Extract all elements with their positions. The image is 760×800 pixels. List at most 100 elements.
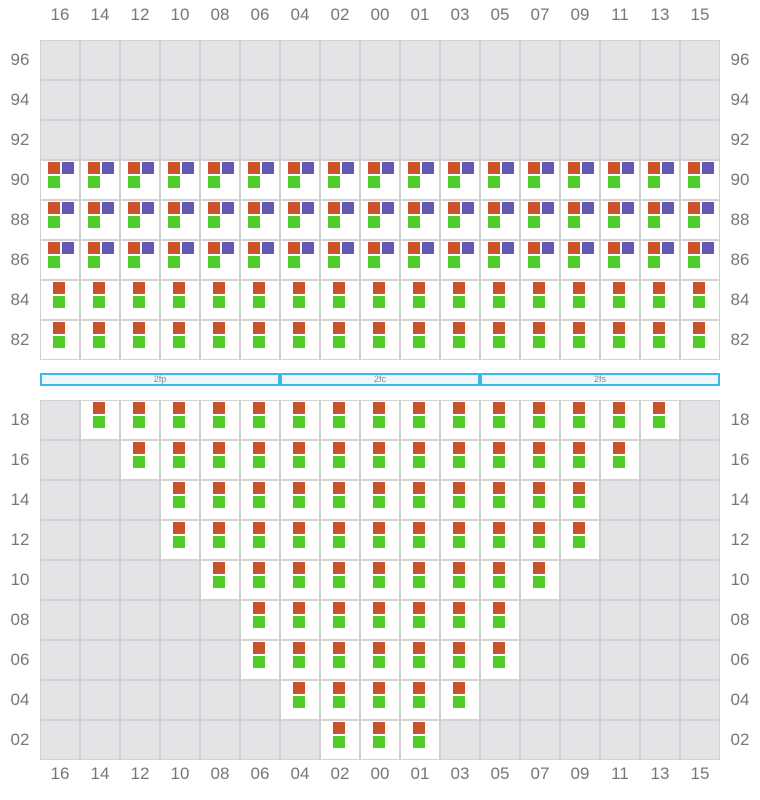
slot[interactable] <box>80 160 120 200</box>
slot[interactable] <box>280 400 320 440</box>
slot[interactable] <box>120 400 160 440</box>
slot[interactable] <box>520 200 560 240</box>
slot[interactable] <box>480 600 520 640</box>
slot[interactable] <box>240 160 280 200</box>
slot[interactable] <box>680 200 720 240</box>
slot[interactable] <box>520 160 560 200</box>
slot[interactable] <box>440 400 480 440</box>
slot[interactable] <box>480 240 520 280</box>
slot[interactable] <box>160 240 200 280</box>
slot[interactable] <box>240 640 280 680</box>
slot[interactable] <box>320 200 360 240</box>
slot[interactable] <box>320 640 360 680</box>
slot[interactable] <box>560 320 600 360</box>
slot[interactable] <box>560 400 600 440</box>
slot[interactable] <box>320 560 360 600</box>
slot[interactable] <box>240 240 280 280</box>
slot[interactable] <box>400 160 440 200</box>
slot[interactable] <box>200 480 240 520</box>
slot[interactable] <box>440 280 480 320</box>
slot[interactable] <box>320 240 360 280</box>
slot[interactable] <box>80 320 120 360</box>
slot[interactable] <box>680 160 720 200</box>
slot[interactable] <box>360 440 400 480</box>
slot[interactable] <box>320 600 360 640</box>
slot[interactable] <box>440 200 480 240</box>
slot[interactable] <box>480 440 520 480</box>
slot[interactable] <box>280 560 320 600</box>
slot[interactable] <box>560 480 600 520</box>
slot[interactable] <box>600 320 640 360</box>
slot[interactable] <box>400 480 440 520</box>
slot[interactable] <box>480 160 520 200</box>
slot[interactable] <box>600 400 640 440</box>
slot[interactable] <box>160 320 200 360</box>
slot[interactable] <box>440 480 480 520</box>
slot[interactable] <box>480 400 520 440</box>
slot[interactable] <box>80 200 120 240</box>
slot[interactable] <box>280 320 320 360</box>
slot[interactable] <box>360 640 400 680</box>
slot[interactable] <box>200 240 240 280</box>
slot[interactable] <box>680 240 720 280</box>
slot[interactable] <box>320 160 360 200</box>
slot[interactable] <box>120 320 160 360</box>
slot[interactable] <box>400 600 440 640</box>
slot[interactable] <box>200 280 240 320</box>
slot[interactable] <box>400 640 440 680</box>
slot[interactable] <box>440 520 480 560</box>
slot[interactable] <box>280 280 320 320</box>
slot[interactable] <box>640 280 680 320</box>
slot[interactable] <box>120 440 160 480</box>
slot[interactable] <box>40 200 80 240</box>
slot[interactable] <box>640 400 680 440</box>
slot[interactable] <box>440 240 480 280</box>
slot[interactable] <box>80 400 120 440</box>
slot[interactable] <box>360 480 400 520</box>
slot[interactable] <box>400 400 440 440</box>
slot[interactable] <box>560 440 600 480</box>
slot[interactable] <box>280 440 320 480</box>
slot[interactable] <box>480 640 520 680</box>
slot[interactable] <box>520 440 560 480</box>
slot[interactable] <box>280 240 320 280</box>
slot[interactable] <box>240 280 280 320</box>
slot[interactable] <box>160 480 200 520</box>
slot[interactable] <box>520 280 560 320</box>
slot[interactable] <box>400 200 440 240</box>
slot[interactable] <box>560 200 600 240</box>
slot[interactable] <box>360 560 400 600</box>
slot[interactable] <box>680 280 720 320</box>
slot[interactable] <box>560 160 600 200</box>
slot[interactable] <box>400 320 440 360</box>
slot[interactable] <box>320 480 360 520</box>
slot[interactable] <box>360 400 400 440</box>
slot[interactable] <box>40 160 80 200</box>
slot[interactable] <box>440 320 480 360</box>
slot[interactable] <box>280 520 320 560</box>
slot[interactable] <box>400 560 440 600</box>
slot[interactable] <box>320 440 360 480</box>
slot[interactable] <box>360 240 400 280</box>
slot[interactable] <box>640 320 680 360</box>
slot[interactable] <box>200 400 240 440</box>
slot[interactable] <box>40 240 80 280</box>
slot[interactable] <box>640 240 680 280</box>
slot[interactable] <box>400 720 440 760</box>
slot[interactable] <box>360 160 400 200</box>
slot[interactable] <box>520 480 560 520</box>
slot[interactable] <box>440 680 480 720</box>
slot[interactable] <box>240 200 280 240</box>
slot[interactable] <box>520 240 560 280</box>
slot[interactable] <box>200 160 240 200</box>
slot[interactable] <box>80 240 120 280</box>
slot[interactable] <box>120 280 160 320</box>
slot[interactable] <box>480 520 520 560</box>
slot[interactable] <box>160 440 200 480</box>
slot[interactable] <box>240 520 280 560</box>
slot[interactable] <box>600 240 640 280</box>
slot[interactable] <box>240 600 280 640</box>
slot[interactable] <box>240 320 280 360</box>
slot[interactable] <box>400 240 440 280</box>
slot[interactable] <box>320 720 360 760</box>
